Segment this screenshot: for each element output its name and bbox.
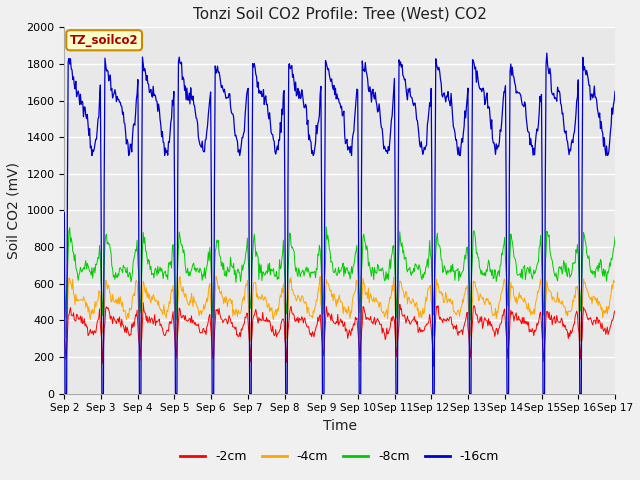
Y-axis label: Soil CO2 (mV): Soil CO2 (mV) xyxy=(7,162,21,259)
Text: TZ_soilco2: TZ_soilco2 xyxy=(70,34,138,47)
X-axis label: Time: Time xyxy=(323,419,356,433)
Legend: -2cm, -4cm, -8cm, -16cm: -2cm, -4cm, -8cm, -16cm xyxy=(175,445,504,468)
Title: Tonzi Soil CO2 Profile: Tree (West) CO2: Tonzi Soil CO2 Profile: Tree (West) CO2 xyxy=(193,7,486,22)
